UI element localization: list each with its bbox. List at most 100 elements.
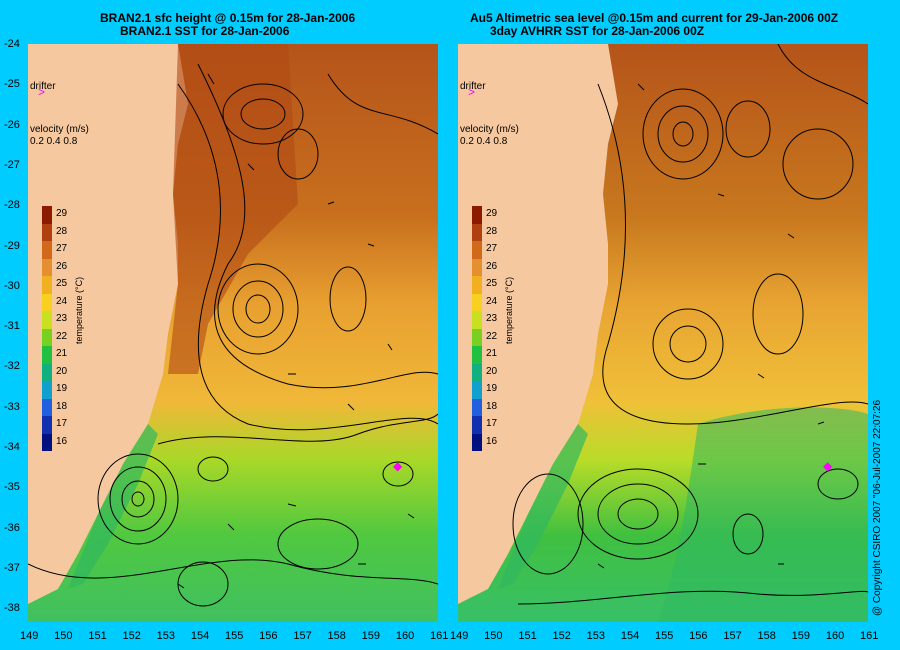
left-drifter-label: drifter bbox=[30, 81, 56, 92]
right-map-panel: > ◆ drifter velocity (m/s) 0.2 0.4 0.8 t… bbox=[458, 44, 868, 622]
latitude-tick-label: -38 bbox=[4, 602, 20, 615]
colorbar-tick-label: 18 bbox=[486, 400, 498, 412]
latitude-tick-label: -37 bbox=[4, 561, 20, 574]
colorbar-tick-label: 18 bbox=[56, 400, 68, 412]
drifter-icon-left: > bbox=[38, 85, 45, 99]
colorbar-tick-label: 25 bbox=[56, 278, 68, 289]
latitude-tick-label: -32 bbox=[4, 360, 20, 373]
longitude-tick-label: 150 bbox=[54, 630, 73, 642]
drifter-marker-left: ◆ bbox=[393, 459, 403, 473]
colorbar-swatch bbox=[42, 206, 52, 224]
coastal-strip-left bbox=[68, 424, 158, 589]
colorbar-swatch bbox=[42, 241, 52, 259]
drifter-icon-right: > bbox=[468, 85, 475, 99]
colorbar-tick-label: 26 bbox=[56, 260, 68, 272]
colorbar-swatch bbox=[42, 276, 52, 294]
colorbar-swatch bbox=[472, 223, 482, 241]
colorbar-swatch bbox=[472, 311, 482, 329]
colorbar-tick-label: 26 bbox=[486, 260, 498, 272]
longitude-tick-label: 160 bbox=[395, 630, 415, 642]
latitude-tick-label: -29 bbox=[4, 239, 20, 252]
latitude-tick-label: -35 bbox=[4, 481, 20, 494]
latitude-tick-label: -34 bbox=[4, 441, 20, 453]
colorbar-tick-label: 28 bbox=[486, 225, 498, 237]
velocity-arrows-right bbox=[597, 83, 825, 569]
colorbar-tick-label: 21 bbox=[486, 348, 498, 359]
left-map-panel: > ◆ drifter velocity (m/s) 0.2 0.4 0.8 t… bbox=[28, 44, 438, 622]
right-colorbar-label: temperature (°C) bbox=[504, 276, 514, 344]
latitude-tick-label: -33 bbox=[4, 400, 20, 413]
longitude-tick-label: 158 bbox=[757, 630, 776, 642]
colorbar-tick-label: 20 bbox=[56, 365, 68, 377]
longitude-tick-label: 153 bbox=[156, 630, 176, 642]
longitude-tick-label: 151 bbox=[88, 630, 107, 642]
colorbar-tick-label: 22 bbox=[56, 330, 68, 342]
right-velocity-label: velocity (m/s) bbox=[460, 124, 519, 135]
colorbar-swatch bbox=[42, 346, 52, 364]
colorbar-swatch bbox=[42, 381, 52, 399]
longitude-tick-label: 155 bbox=[655, 630, 674, 642]
colorbar-swatch bbox=[42, 416, 52, 434]
longitude-tick-label: 150 bbox=[484, 630, 503, 642]
colorbar-swatch bbox=[42, 328, 52, 346]
colorbar-tick-label: 27 bbox=[56, 243, 68, 254]
colorbar-swatch bbox=[472, 398, 482, 416]
colorbar-tick-label: 27 bbox=[486, 243, 498, 254]
copyright-notice: @ Copyright CSIRO 2007 "06-Jul-2007 22:0… bbox=[872, 399, 883, 616]
colorbar-tick-label: 19 bbox=[56, 383, 68, 394]
colorbar-tick-label: 24 bbox=[56, 295, 68, 307]
latitude-tick-label: -25 bbox=[4, 78, 20, 91]
colorbar-tick-label: 20 bbox=[486, 365, 498, 377]
colorbar-swatch bbox=[472, 241, 482, 259]
longitude-tick-label: 159 bbox=[791, 630, 811, 642]
colorbar-tick-label: 29 bbox=[486, 208, 498, 219]
colorbar-tick-label: 23 bbox=[56, 313, 68, 324]
right-map-graphic: > ◆ bbox=[458, 44, 868, 622]
colorbar-swatch bbox=[472, 328, 482, 346]
colorbar-swatch bbox=[472, 416, 482, 434]
longitude-tick-label: 161 bbox=[430, 630, 449, 642]
latitude-tick-label: -26 bbox=[4, 118, 20, 131]
colorbar-swatch bbox=[42, 293, 52, 311]
latitude-tick-label: -31 bbox=[4, 320, 20, 333]
left-colorbar-label: temperature (°C) bbox=[74, 276, 84, 344]
colorbar-tick-label: 29 bbox=[56, 208, 68, 219]
longitude-tick-label: 156 bbox=[689, 630, 708, 642]
colorbar-swatch bbox=[42, 223, 52, 241]
latitude-tick-label: -30 bbox=[4, 279, 20, 292]
colorbar-tick-label: 28 bbox=[56, 225, 68, 237]
longitude-tick-label: 149 bbox=[450, 630, 469, 642]
right-drifter-label: drifter bbox=[460, 81, 486, 92]
colorbar-swatch bbox=[472, 381, 482, 399]
longitude-tick-label: 152 bbox=[552, 630, 571, 642]
colorbar-swatch bbox=[472, 276, 482, 294]
left-title-line2: BRAN2.1 SST for 28-Jan-2006 bbox=[120, 24, 290, 38]
colorbar-tick-label: 21 bbox=[56, 348, 68, 359]
colorbar-tick-label: 24 bbox=[486, 295, 498, 307]
velocity-arrows-left bbox=[177, 73, 415, 589]
colorbar-swatch bbox=[472, 206, 482, 224]
right-velocity-scale: 0.2 0.4 0.8 bbox=[460, 136, 508, 147]
colorbar-swatch bbox=[472, 363, 482, 381]
right-title-line2: 3day AVHRR SST for 28-Jan-2006 00Z bbox=[490, 24, 705, 38]
left-colorbar bbox=[42, 206, 52, 451]
colorbar-swatch bbox=[472, 346, 482, 364]
colorbar-tick-label: 17 bbox=[56, 418, 68, 429]
colorbar-tick-label: 23 bbox=[486, 313, 498, 324]
colorbar-tick-label: 16 bbox=[56, 435, 68, 447]
longitude-tick-label: 160 bbox=[825, 630, 845, 642]
left-velocity-scale: 0.2 0.4 0.8 bbox=[30, 136, 78, 147]
longitude-tick-label: 157 bbox=[293, 630, 312, 642]
longitude-tick-label: 149 bbox=[20, 630, 39, 642]
drifter-marker-right: ◆ bbox=[823, 459, 833, 473]
longitude-tick-label: 154 bbox=[190, 630, 210, 642]
ssh-contours-right bbox=[512, 44, 868, 605]
colorbar-swatch bbox=[42, 258, 52, 276]
right-colorbar bbox=[472, 206, 482, 451]
cool-water-right bbox=[658, 407, 868, 622]
colorbar-tick-label: 25 bbox=[486, 278, 498, 289]
longitude-tick-label: 154 bbox=[620, 630, 640, 642]
longitude-tick-label: 156 bbox=[259, 630, 278, 642]
left-title-line1: BRAN2.1 sfc height @ 0.15m for 28-Jan-20… bbox=[100, 11, 356, 25]
right-title-line1: Au5 Altimetric sea level @0.15m and curr… bbox=[470, 11, 839, 25]
